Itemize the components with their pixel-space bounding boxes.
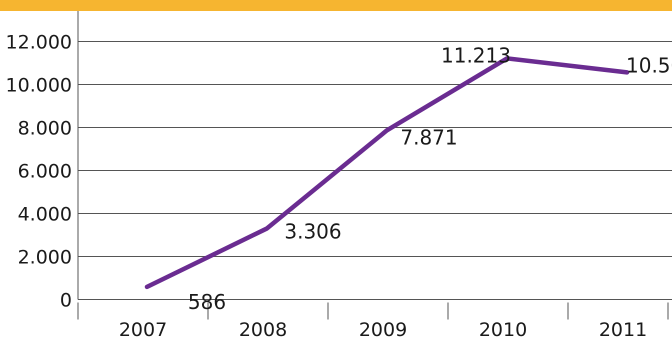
top-color-band [0, 0, 672, 11]
x-axis-ticks: 2007 2008 2009 2010 2011 [119, 319, 647, 341]
data-label: 11.213 [441, 43, 511, 67]
x-tick-label: 2011 [599, 319, 647, 341]
data-label: 586 [188, 290, 226, 314]
gridlines [78, 41, 672, 300]
series-line [144, 56, 630, 290]
y-tick-label: 4.000 [18, 204, 72, 226]
y-tick-label: 6.000 [18, 161, 72, 183]
x-tick-label: 2010 [479, 319, 527, 341]
y-tick-label: 12.000 [6, 32, 72, 54]
y-tick-label: 10.000 [6, 75, 72, 97]
y-tick-label: 0 [60, 290, 72, 312]
data-label: 3.306 [284, 219, 341, 243]
x-tick-label: 2007 [119, 319, 167, 341]
x-tick-label: 2008 [239, 319, 287, 341]
x-tick-label: 2009 [359, 319, 407, 341]
y-tick-label: 8.000 [18, 118, 72, 140]
series-group [144, 56, 630, 290]
data-labels: 586 3.306 7.871 11.213 10.562 [188, 43, 672, 313]
axes [77, 11, 669, 320]
y-tick-label: 2.000 [18, 247, 72, 269]
y-axis-ticks: 0 2.000 4.000 6.000 8.000 10.000 12.000 [6, 32, 72, 312]
data-label: 10.562 [626, 53, 672, 77]
data-label: 7.871 [400, 125, 457, 149]
